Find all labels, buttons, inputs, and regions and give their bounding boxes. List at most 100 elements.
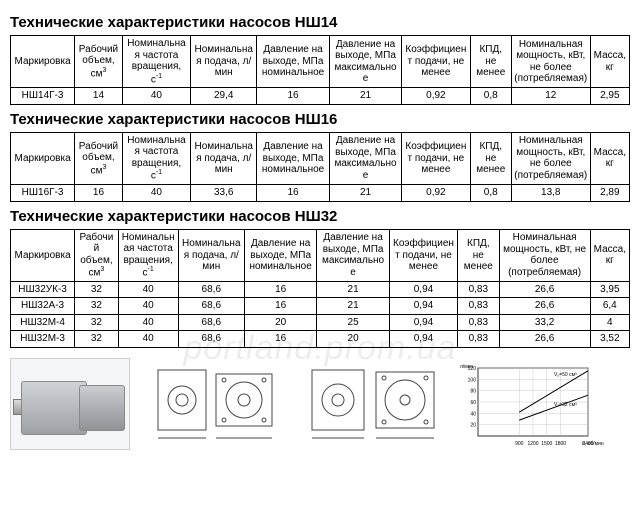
table-row: НШ14Г-3144029,416210,920,8122,95: [11, 88, 630, 105]
column-header: Коэффициент подачи, не менее: [402, 36, 470, 88]
table-cell: 3,95: [590, 281, 629, 298]
column-header: Коэффициент подачи, не менее: [402, 132, 470, 184]
svg-text:Vₒ=50 см³: Vₒ=50 см³: [554, 372, 577, 378]
table-cell: 21: [329, 88, 401, 105]
table-cell: НШ16Г-3: [11, 185, 75, 202]
table-cell: 0,92: [402, 88, 470, 105]
technical-drawing-1: [138, 358, 288, 450]
table-cell: 0,83: [458, 281, 499, 298]
column-header: Номинальная подача, л/мин: [191, 132, 257, 184]
table-cell: НШ32УК-3: [11, 281, 75, 298]
svg-text:1800: 1800: [555, 441, 566, 447]
table-cell: 25: [317, 314, 389, 331]
table-cell: 33,6: [191, 185, 257, 202]
table-cell: 12: [511, 88, 590, 105]
table-cell: 32: [75, 314, 118, 331]
table-cell: 0,94: [389, 331, 457, 348]
table-cell: 16: [257, 88, 329, 105]
column-header: КПД, не менее: [470, 36, 511, 88]
column-header: Рабочий объем, см3: [75, 36, 123, 88]
spec-table: МаркировкаРабочий объем, см3Номинальная …: [10, 35, 630, 105]
table-cell: 13,8: [511, 185, 590, 202]
column-header: Масса, кг: [590, 132, 629, 184]
column-header: Маркировка: [11, 132, 75, 184]
svg-text:n, об/мин: n, об/мин: [582, 441, 604, 447]
column-header: Номинальная мощность, кВт, не более (пот…: [511, 132, 590, 184]
table-cell: 26,6: [499, 331, 590, 348]
table-cell: 68,6: [178, 314, 244, 331]
table-cell: 16: [244, 331, 316, 348]
column-header: Номинальная мощность, кВт, не более (пот…: [511, 36, 590, 88]
spec-table: МаркировкаРабочий объем, см3Номинальная …: [10, 229, 630, 348]
table-cell: НШ32М-3: [11, 331, 75, 348]
table-cell: 0,92: [402, 185, 470, 202]
table-row: НШ32УК-3324068,616210,940,8326,63,95: [11, 281, 630, 298]
column-header: Маркировка: [11, 229, 75, 281]
table-cell: 68,6: [178, 281, 244, 298]
illustrations-row: 900120015001800240020406080100120л/минn,…: [10, 358, 630, 450]
column-header: Давление на выходе, МПа максимальное: [317, 229, 389, 281]
table-cell: 40: [122, 185, 190, 202]
performance-chart: 900120015001800240020406080100120л/минn,…: [454, 358, 604, 450]
table-cell: 20: [317, 331, 389, 348]
table-cell: 68,6: [178, 298, 244, 315]
table-cell: 0,83: [458, 298, 499, 315]
column-header: Рабочий объем, см3: [75, 229, 118, 281]
table-cell: 2,89: [590, 185, 629, 202]
table-cell: 40: [118, 314, 178, 331]
svg-text:40: 40: [470, 411, 476, 417]
svg-text:1200: 1200: [527, 441, 538, 447]
section-title: Технические характеристики насосов НШ14: [10, 14, 630, 31]
section-title: Технические характеристики насосов НШ16: [10, 111, 630, 128]
table-cell: 20: [244, 314, 316, 331]
column-header: КПД, не менее: [458, 229, 499, 281]
table-cell: 0,94: [389, 281, 457, 298]
table-cell: 0,8: [470, 185, 511, 202]
table-cell: 32: [75, 331, 118, 348]
svg-text:100: 100: [468, 377, 477, 383]
table-cell: 26,6: [499, 281, 590, 298]
column-header: Номинальная частота вращения, с-1: [122, 132, 190, 184]
svg-text:20: 20: [470, 423, 476, 429]
column-header: Масса, кг: [590, 229, 629, 281]
table-cell: 6,4: [590, 298, 629, 315]
column-header: Коэффициент подачи, не менее: [389, 229, 457, 281]
column-header: Рабочий объем, см3: [75, 132, 123, 184]
technical-drawing-2: [296, 358, 446, 450]
table-cell: НШ32М-4: [11, 314, 75, 331]
table-cell: 3,52: [590, 331, 629, 348]
svg-text:Vₒ=32 см³: Vₒ=32 см³: [554, 402, 577, 408]
table-cell: 26,6: [499, 298, 590, 315]
table-cell: 40: [118, 298, 178, 315]
table-cell: 68,6: [178, 331, 244, 348]
column-header: Номинальная подача, л/мин: [191, 36, 257, 88]
table-cell: 0,94: [389, 314, 457, 331]
table-cell: 33,2: [499, 314, 590, 331]
table-cell: 40: [118, 281, 178, 298]
svg-text:60: 60: [470, 400, 476, 406]
table-cell: 21: [317, 298, 389, 315]
table-cell: 16: [257, 185, 329, 202]
svg-text:80: 80: [470, 389, 476, 395]
svg-text:1500: 1500: [541, 441, 552, 447]
table-row: НШ32М-4324068,620250,940,8333,24: [11, 314, 630, 331]
column-header: КПД, не менее: [470, 132, 511, 184]
table-row: НШ32М-3324068,616200,940,8326,63,52: [11, 331, 630, 348]
table-cell: 16: [75, 185, 123, 202]
column-header: Давление на выходе, МПа номинальное: [257, 36, 329, 88]
section-title: Технические характеристики насосов НШ32: [10, 208, 630, 225]
column-header: Давление на выходе, МПа номинальное: [244, 229, 316, 281]
table-cell: НШ14Г-3: [11, 88, 75, 105]
column-header: Масса, кг: [590, 36, 629, 88]
table-cell: 14: [75, 88, 123, 105]
pump-photo: [10, 358, 130, 450]
table-row: НШ32А-3324068,616210,940,8326,66,4: [11, 298, 630, 315]
column-header: Давление на выходе, МПа максимальное: [329, 132, 401, 184]
table-cell: 40: [118, 331, 178, 348]
column-header: Давление на выходе, МПа номинальное: [257, 132, 329, 184]
table-cell: 21: [317, 281, 389, 298]
table-cell: 0,94: [389, 298, 457, 315]
table-cell: 4: [590, 314, 629, 331]
table-cell: 0,8: [470, 88, 511, 105]
table-cell: 16: [244, 298, 316, 315]
